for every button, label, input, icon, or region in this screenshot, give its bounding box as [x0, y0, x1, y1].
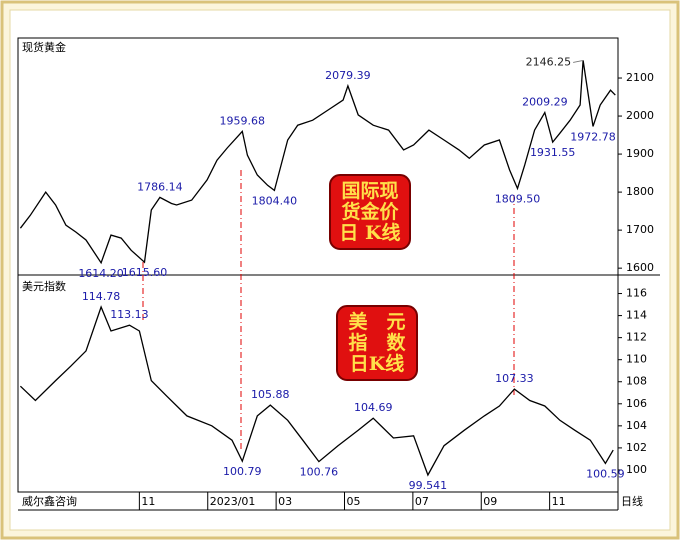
value-label: 2009.29 [522, 96, 568, 109]
badge-box [336, 305, 418, 381]
value-label: 1786.14 [137, 180, 183, 193]
badge: 国际现 货金价 日 K线 美 元 指 数 日K线 [329, 174, 418, 381]
y-tick-label: 112 [626, 331, 647, 344]
badge-text: 指 数 [348, 331, 406, 354]
badge-text: 日 K线 [339, 221, 400, 244]
y-tick-label: 1800 [626, 185, 654, 198]
x-tick-label: 11 [552, 495, 566, 508]
y-tick-label: 2000 [626, 109, 654, 122]
x-tick-label: 11 [141, 495, 155, 508]
y-tick-label: 2100 [626, 71, 654, 84]
x-tick-label: 07 [415, 495, 429, 508]
y-tick-label: 108 [626, 375, 647, 388]
badge-text: 国际现 [341, 180, 398, 202]
value-label: 104.69 [354, 401, 393, 414]
x-tick-label: 2023/01 [210, 495, 256, 508]
value-label: 100.79 [223, 465, 262, 478]
badge-text: 货金价 [341, 200, 399, 223]
y-tick-label: 1900 [626, 147, 654, 160]
value-label: 1972.78 [570, 130, 616, 143]
y-tick-label: 114 [626, 309, 647, 322]
y-tick-label: 1600 [626, 261, 654, 274]
badge-text: 美 元 [348, 310, 405, 333]
value-label: 1804.40 [252, 194, 298, 207]
y-tick-label: 102 [626, 441, 647, 454]
value-label: 2146.25 [526, 55, 572, 68]
value-label: 100.59 [586, 467, 625, 480]
value-label: 1809.50 [495, 192, 541, 205]
y-tick-label: 110 [626, 353, 647, 366]
price-line [19, 305, 614, 477]
inner-frame [9, 9, 671, 531]
value-label: 105.88 [251, 388, 290, 401]
value-label: 107.33 [495, 372, 534, 385]
value-label: 99.541 [409, 479, 448, 492]
brand: 威尔鑫咨询 [22, 494, 77, 508]
leader [573, 59, 584, 63]
x-tick-label: 05 [346, 495, 360, 508]
value-label: 113.13 [110, 308, 149, 321]
value-label: 1615.60 [122, 266, 168, 279]
value-label: 100.76 [300, 466, 339, 479]
price-line [19, 60, 616, 265]
value-label: 114.78 [82, 290, 121, 303]
value-label: 1931.55 [530, 146, 576, 159]
panel-title: 现货黄金 [22, 40, 66, 54]
y-tick-label: 1700 [626, 223, 654, 236]
x-tick-label: 03 [278, 495, 292, 508]
badge-box [329, 174, 411, 250]
value-label: 2079.39 [325, 69, 371, 82]
y-tick-label: 106 [626, 397, 647, 410]
y-tick-label: 116 [626, 287, 647, 300]
badge-text: 日K线 [350, 352, 405, 375]
value-label: 1614.20 [78, 267, 124, 280]
x-tick-label: 09 [483, 495, 497, 508]
period: 日线 [621, 494, 643, 508]
y-tick-label: 104 [626, 419, 647, 432]
value-label: 1959.68 [220, 114, 266, 127]
y-tick-label: 100 [626, 463, 647, 476]
panel-title: 美元指数 [22, 279, 66, 293]
guide-lines [142, 170, 515, 450]
